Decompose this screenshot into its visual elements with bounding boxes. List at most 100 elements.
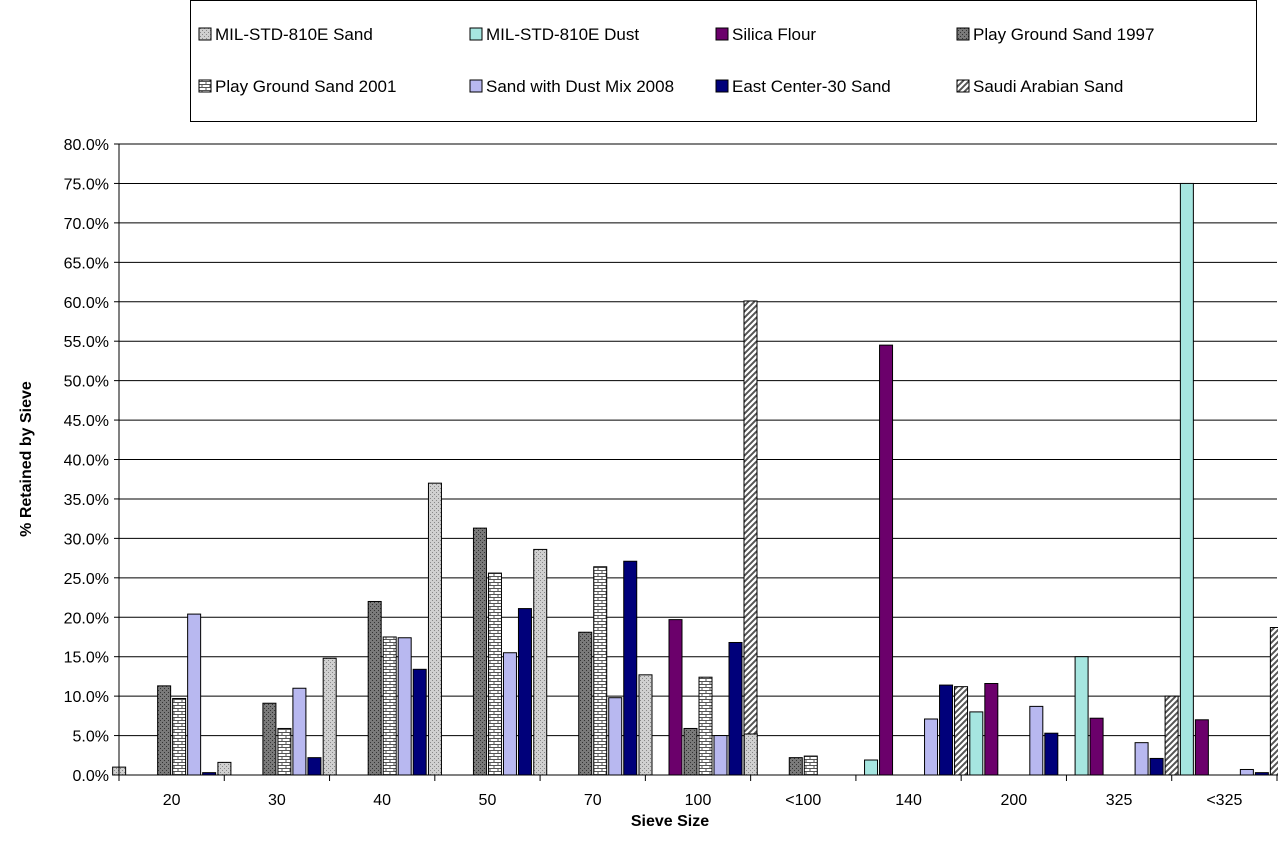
legend-label: MIL-STD-810E Sand [215, 25, 373, 44]
bar [578, 631, 593, 776]
bar [382, 636, 397, 776]
legend-swatch [198, 79, 212, 93]
bar [502, 652, 517, 776]
x-tick-label: 40 [373, 792, 391, 809]
x-tick-label: 140 [895, 792, 922, 809]
bar [879, 344, 894, 776]
legend-label: East Center-30 Sand [732, 77, 891, 96]
y-tick-label: 55.0% [64, 334, 109, 351]
y-axis-title: % Retained by Sieve [18, 381, 35, 537]
bar [698, 676, 713, 776]
bar [1029, 705, 1044, 776]
x-tick-label: 30 [268, 792, 286, 809]
legend-label: Sand with Dust Mix 2008 [486, 77, 674, 96]
bar [217, 761, 232, 776]
y-tick-label: 40.0% [64, 453, 109, 470]
bar [803, 755, 818, 776]
legend-swatch [715, 27, 729, 41]
bar [157, 685, 172, 776]
bar [427, 482, 442, 776]
bar [593, 566, 608, 776]
bar [172, 697, 187, 776]
x-tick-label: <100 [785, 792, 821, 809]
bar [668, 619, 683, 776]
bar [1149, 757, 1164, 776]
y-tick-label: 60.0% [64, 295, 109, 312]
y-tick-label: 65.0% [64, 255, 109, 272]
bars [112, 182, 1278, 776]
bar [487, 572, 502, 776]
y-tick-label: 10.0% [64, 689, 109, 706]
bar [683, 727, 698, 776]
legend-label: Play Ground Sand 2001 [215, 77, 396, 96]
legend-box [190, 0, 1257, 122]
y-tick-label: 20.0% [64, 610, 109, 627]
bar [277, 727, 292, 776]
bar [1134, 742, 1149, 776]
gridlines [119, 143, 1277, 776]
legend-swatch [956, 27, 970, 41]
x-axis-title: Sieve Size [631, 813, 709, 830]
x-tick-label: 200 [1000, 792, 1027, 809]
bar [743, 733, 758, 776]
bar [1074, 656, 1089, 776]
y-tick-label: 45.0% [64, 413, 109, 430]
bar [307, 757, 322, 776]
y-tick-label: 25.0% [64, 571, 109, 588]
legend-label: MIL-STD-810E Dust [486, 25, 639, 44]
legend-swatch [469, 79, 483, 93]
bar [788, 757, 803, 776]
y-tick-label: 5.0% [73, 729, 109, 746]
x-tick-label: 70 [584, 792, 602, 809]
x-tick-label: 100 [685, 792, 712, 809]
legend-swatch [956, 79, 970, 93]
bar [397, 637, 412, 776]
y-tick-label: 80.0% [64, 137, 109, 154]
x-tick-label: 20 [163, 792, 181, 809]
y-tick-label: 30.0% [64, 531, 109, 548]
x-tick-label: 325 [1106, 792, 1133, 809]
bar [623, 560, 638, 776]
bar [713, 735, 728, 776]
bar [924, 718, 939, 776]
bar [984, 683, 999, 776]
bar [292, 687, 307, 776]
legend-label: Silica Flour [732, 25, 816, 44]
bar [638, 674, 653, 776]
bar [322, 657, 337, 776]
bar [1194, 719, 1209, 776]
legend-label: Play Ground Sand 1997 [973, 25, 1154, 44]
bar [1239, 768, 1254, 776]
y-tick-label: 0.0% [73, 768, 109, 785]
bar [517, 608, 532, 776]
bar [472, 527, 487, 776]
bar [367, 600, 382, 776]
y-tick-label: 70.0% [64, 216, 109, 233]
y-tick-label: 35.0% [64, 492, 109, 509]
bar [864, 759, 879, 776]
legend-swatch [469, 27, 483, 41]
bar [728, 641, 743, 776]
legend-label: Saudi Arabian Sand [973, 77, 1123, 96]
y-tick-label: 75.0% [64, 176, 109, 193]
bar [969, 711, 984, 776]
bar [262, 702, 277, 776]
bar [1164, 695, 1179, 776]
bar [1269, 627, 1278, 776]
bar [1179, 182, 1194, 776]
x-tick-label: 50 [479, 792, 497, 809]
bar [1089, 717, 1104, 776]
legend-swatch [198, 27, 212, 41]
bar [187, 613, 202, 776]
axes: 0.0% 5.0% 10.0% 15.0% 20.0% 25.0% 30.0% 35.0% 40… [64, 137, 1278, 809]
bar [954, 686, 969, 776]
bar [939, 684, 954, 776]
bar [743, 300, 758, 776]
legend: MIL-STD-810E Sand MIL-STD-810E Dust Silica… [190, 0, 1257, 122]
legend-swatch [715, 79, 729, 93]
x-tick-label: <325 [1206, 792, 1242, 809]
y-tick-label: 50.0% [64, 374, 109, 391]
bar [1044, 732, 1059, 776]
